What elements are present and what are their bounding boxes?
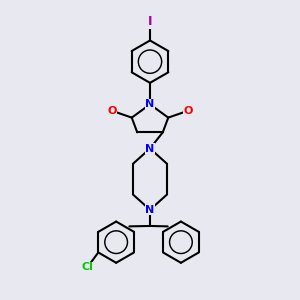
Text: O: O — [183, 106, 193, 116]
Text: I: I — [148, 15, 152, 28]
Text: O: O — [107, 106, 117, 116]
Text: N: N — [146, 205, 154, 215]
Text: Cl: Cl — [81, 262, 93, 272]
Text: N: N — [146, 143, 154, 154]
Text: N: N — [146, 99, 154, 110]
